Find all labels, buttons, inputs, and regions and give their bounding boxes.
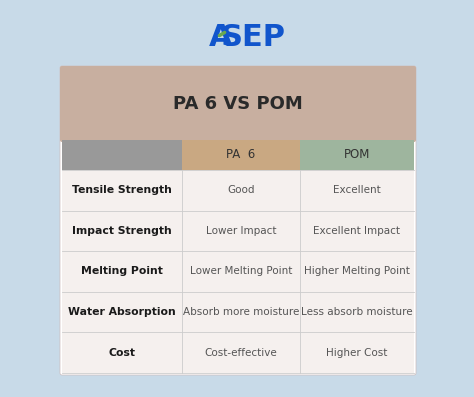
Text: POM: POM xyxy=(344,148,370,162)
Text: Less absorb moisture: Less absorb moisture xyxy=(301,307,413,317)
Text: Impact Strength: Impact Strength xyxy=(72,226,172,236)
Text: Melting Point: Melting Point xyxy=(81,266,163,276)
Bar xyxy=(182,140,300,170)
FancyBboxPatch shape xyxy=(60,66,416,142)
Bar xyxy=(62,332,414,373)
Text: Cost-effective: Cost-effective xyxy=(205,348,277,358)
Bar xyxy=(62,140,182,170)
Bar xyxy=(300,140,414,170)
Text: Absorb more moisture: Absorb more moisture xyxy=(183,307,299,317)
Text: Higher Cost: Higher Cost xyxy=(326,348,388,358)
Text: Lower Melting Point: Lower Melting Point xyxy=(190,266,292,276)
Text: Excellent Impact: Excellent Impact xyxy=(313,226,401,236)
Text: Excellent: Excellent xyxy=(333,185,381,195)
Bar xyxy=(62,210,414,251)
Text: PA 6 VS POM: PA 6 VS POM xyxy=(173,95,303,113)
Text: Water Absorption: Water Absorption xyxy=(68,307,176,317)
Text: Lower Impact: Lower Impact xyxy=(206,226,276,236)
Text: PA  6: PA 6 xyxy=(227,148,255,162)
Bar xyxy=(62,170,414,210)
Text: Cost: Cost xyxy=(109,348,136,358)
Text: Higher Melting Point: Higher Melting Point xyxy=(304,266,410,276)
Bar xyxy=(62,251,414,292)
Bar xyxy=(62,292,414,332)
Text: Good: Good xyxy=(227,185,255,195)
Text: Tensile Strength: Tensile Strength xyxy=(72,185,172,195)
Text: SEP: SEP xyxy=(220,23,285,52)
Text: A: A xyxy=(209,23,233,52)
FancyBboxPatch shape xyxy=(60,66,416,375)
